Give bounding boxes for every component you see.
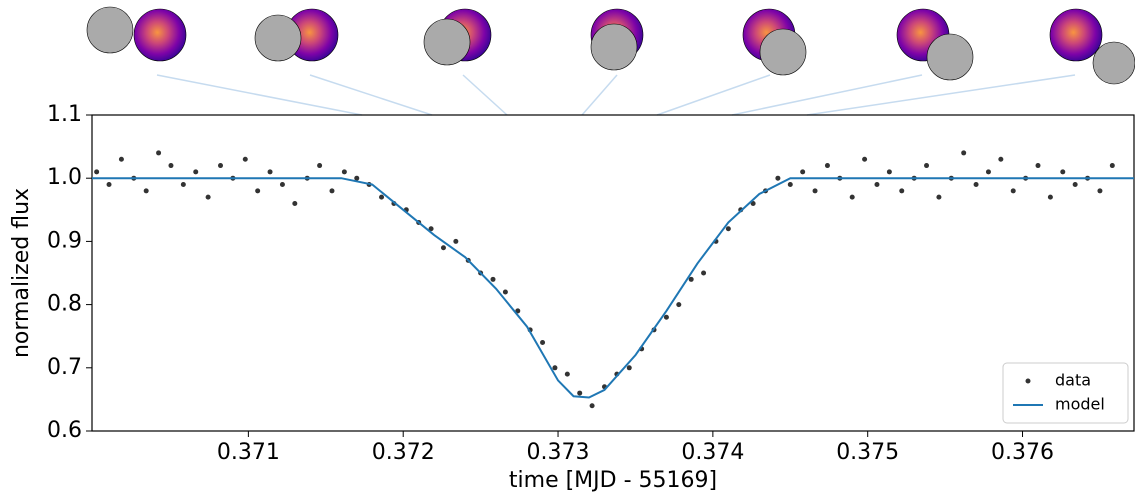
data-point — [1072, 182, 1078, 188]
data-point — [552, 365, 558, 371]
x-tick-label: 0.373 — [527, 440, 590, 465]
x-axis-label: time [MJD - 55169] — [509, 468, 717, 493]
data-point — [924, 163, 930, 169]
y-tick-label: 0.8 — [47, 292, 82, 317]
data-point — [1109, 163, 1115, 169]
x-tick-label: 0.376 — [991, 440, 1054, 465]
data-point — [775, 175, 781, 181]
data-point — [428, 226, 434, 232]
data-point — [180, 182, 186, 188]
data-point — [341, 169, 347, 175]
data-point — [515, 308, 521, 314]
data-point — [936, 194, 942, 200]
data-point — [998, 156, 1004, 162]
data-point — [824, 163, 830, 169]
x-tick-label: 0.375 — [836, 440, 899, 465]
data-point — [589, 403, 595, 409]
model-line — [92, 177, 1134, 399]
axes-frame — [91, 114, 1135, 432]
x-tick-label: 0.371 — [217, 440, 280, 465]
data-point — [379, 194, 385, 200]
data-point — [143, 188, 149, 194]
y-tick-label: 0.6 — [47, 418, 82, 443]
data-point — [750, 200, 756, 206]
y-tick-label: 1.1 — [47, 102, 82, 127]
legend-swatch — [1025, 378, 1031, 384]
data-point — [453, 238, 459, 244]
data-point — [205, 194, 211, 200]
data-point — [1035, 163, 1041, 169]
y-axis-label: normalized flux — [9, 188, 34, 358]
data-point — [255, 188, 261, 194]
data-point — [193, 169, 199, 175]
data-point — [292, 200, 298, 206]
data-point — [800, 169, 806, 175]
illustration — [156, 74, 1076, 116]
data-point — [156, 150, 162, 156]
data-point — [676, 302, 682, 308]
data-point — [317, 163, 323, 169]
data-point — [577, 390, 583, 396]
data-point — [242, 156, 248, 162]
data-point — [106, 182, 112, 188]
legend-box — [1002, 362, 1129, 424]
data-point — [849, 194, 855, 200]
data-point — [118, 156, 124, 162]
x-tick-label: 0.374 — [681, 440, 744, 465]
y-tick-label: 0.7 — [47, 355, 82, 380]
data-point — [440, 245, 446, 251]
data-point — [502, 289, 508, 295]
data-point — [1060, 169, 1066, 175]
data-point — [490, 276, 496, 282]
data-point — [168, 163, 174, 169]
data-point — [354, 175, 360, 181]
plot-area — [92, 150, 1134, 409]
data-point — [973, 182, 979, 188]
data-point — [663, 314, 669, 320]
data-point — [279, 182, 285, 188]
data-point — [985, 169, 991, 175]
data-point — [1097, 188, 1103, 194]
legend-label: model — [1055, 395, 1105, 414]
data-point — [812, 188, 818, 194]
data-point — [1010, 188, 1016, 194]
y-tick-label: 0.9 — [47, 228, 82, 253]
data-point — [688, 276, 694, 282]
data-point — [564, 371, 570, 377]
y-tick-label: 1.0 — [47, 165, 82, 190]
x-tick-label: 0.372 — [372, 440, 435, 465]
data-point — [267, 169, 273, 175]
data-point — [540, 340, 546, 346]
data-point — [626, 365, 632, 371]
data-point — [886, 169, 892, 175]
data-point — [862, 156, 868, 162]
data-point — [329, 188, 335, 194]
data-point — [787, 182, 793, 188]
data-point — [701, 270, 707, 276]
legend-label: data — [1055, 371, 1091, 390]
data-point — [899, 188, 905, 194]
data-point — [874, 182, 880, 188]
data-point — [218, 163, 224, 169]
transit-illustration — [86, 6, 1135, 85]
data-point — [94, 169, 100, 175]
data-point — [961, 150, 967, 156]
data-point — [1047, 194, 1053, 200]
data-point — [725, 226, 731, 232]
